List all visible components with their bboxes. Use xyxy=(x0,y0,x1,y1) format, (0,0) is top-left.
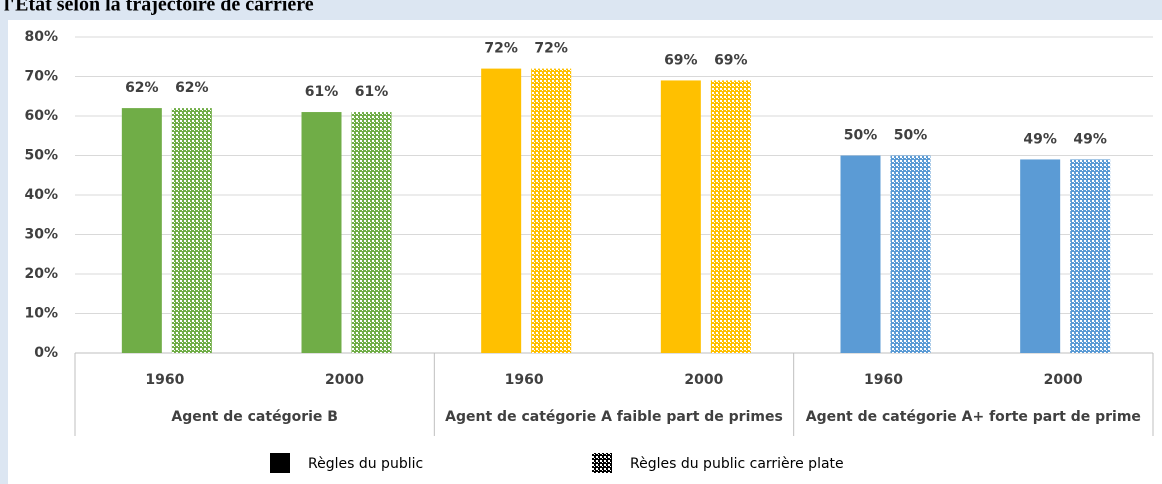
value-label: 72% xyxy=(484,41,518,57)
x-tick-label: 1960 xyxy=(505,372,544,388)
y-tick-label: 70% xyxy=(24,69,58,85)
bar xyxy=(121,108,162,353)
bar xyxy=(171,108,212,353)
bar xyxy=(481,68,522,353)
y-tick-label: 30% xyxy=(24,227,58,243)
x-tick-label: 2000 xyxy=(684,372,723,388)
value-label: 62% xyxy=(175,80,209,96)
value-label: 69% xyxy=(664,52,698,68)
y-tick-label: 10% xyxy=(24,306,58,322)
legend-label: Règles du public carrière plate xyxy=(630,456,844,472)
bar xyxy=(840,155,881,353)
bar xyxy=(531,68,572,353)
y-tick-label: 20% xyxy=(24,266,58,282)
value-label: 50% xyxy=(894,128,928,144)
legend-label: Règles du public xyxy=(308,456,423,472)
value-label: 50% xyxy=(844,128,878,144)
x-tick-label: 1960 xyxy=(145,372,184,388)
y-tick-label: 50% xyxy=(24,148,58,164)
value-label: 49% xyxy=(1073,131,1107,147)
bar xyxy=(301,112,342,353)
bar xyxy=(1020,159,1061,353)
x-tick-label: 2000 xyxy=(325,372,364,388)
value-label: 62% xyxy=(125,80,159,96)
y-tick-label: 80% xyxy=(24,29,58,45)
bar xyxy=(351,112,392,353)
value-label: 61% xyxy=(305,84,339,100)
bar xyxy=(890,155,931,353)
x-tick-label: 1960 xyxy=(864,372,903,388)
bar xyxy=(1070,159,1111,353)
value-label: 61% xyxy=(355,84,389,100)
legend-swatch xyxy=(270,453,290,473)
y-tick-label: 0% xyxy=(34,345,58,361)
bar xyxy=(710,80,751,353)
y-tick-label: 60% xyxy=(24,108,58,124)
x-tick-label: 2000 xyxy=(1044,372,1083,388)
group-label: Agent de catégorie A+ forte part de prim… xyxy=(806,409,1141,425)
group-label: Agent de catégorie A faible part de prim… xyxy=(445,409,783,425)
legend-swatch xyxy=(592,453,612,473)
bar xyxy=(660,80,701,353)
chart-title: l'Etat selon la trajectoire de carrière xyxy=(4,0,314,16)
y-tick-label: 40% xyxy=(24,187,58,203)
value-label: 72% xyxy=(534,41,568,57)
value-label: 69% xyxy=(714,52,748,68)
group-label: Agent de catégorie B xyxy=(171,409,338,425)
value-label: 49% xyxy=(1023,131,1057,147)
